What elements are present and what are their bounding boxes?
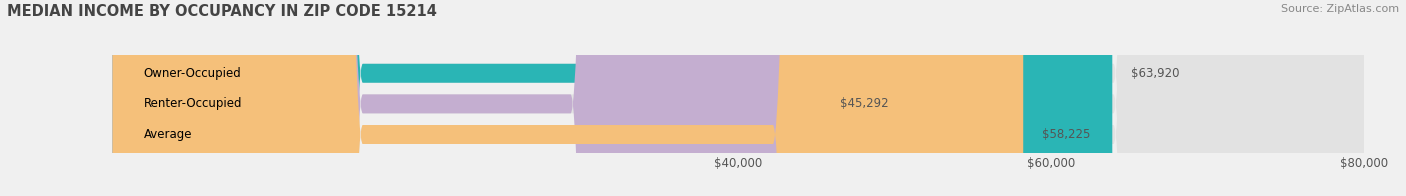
FancyBboxPatch shape bbox=[112, 0, 821, 196]
Text: MEDIAN INCOME BY OCCUPANCY IN ZIP CODE 15214: MEDIAN INCOME BY OCCUPANCY IN ZIP CODE 1… bbox=[7, 4, 437, 19]
Text: $63,920: $63,920 bbox=[1130, 67, 1180, 80]
FancyBboxPatch shape bbox=[112, 0, 1112, 196]
FancyBboxPatch shape bbox=[112, 0, 1364, 196]
Text: Average: Average bbox=[143, 128, 193, 141]
Text: $58,225: $58,225 bbox=[1042, 128, 1091, 141]
Text: Source: ZipAtlas.com: Source: ZipAtlas.com bbox=[1281, 4, 1399, 14]
FancyBboxPatch shape bbox=[112, 0, 1364, 196]
FancyBboxPatch shape bbox=[112, 0, 1364, 196]
Text: $45,292: $45,292 bbox=[839, 97, 889, 110]
Text: Renter-Occupied: Renter-Occupied bbox=[143, 97, 242, 110]
Text: Owner-Occupied: Owner-Occupied bbox=[143, 67, 242, 80]
FancyBboxPatch shape bbox=[112, 0, 1024, 196]
